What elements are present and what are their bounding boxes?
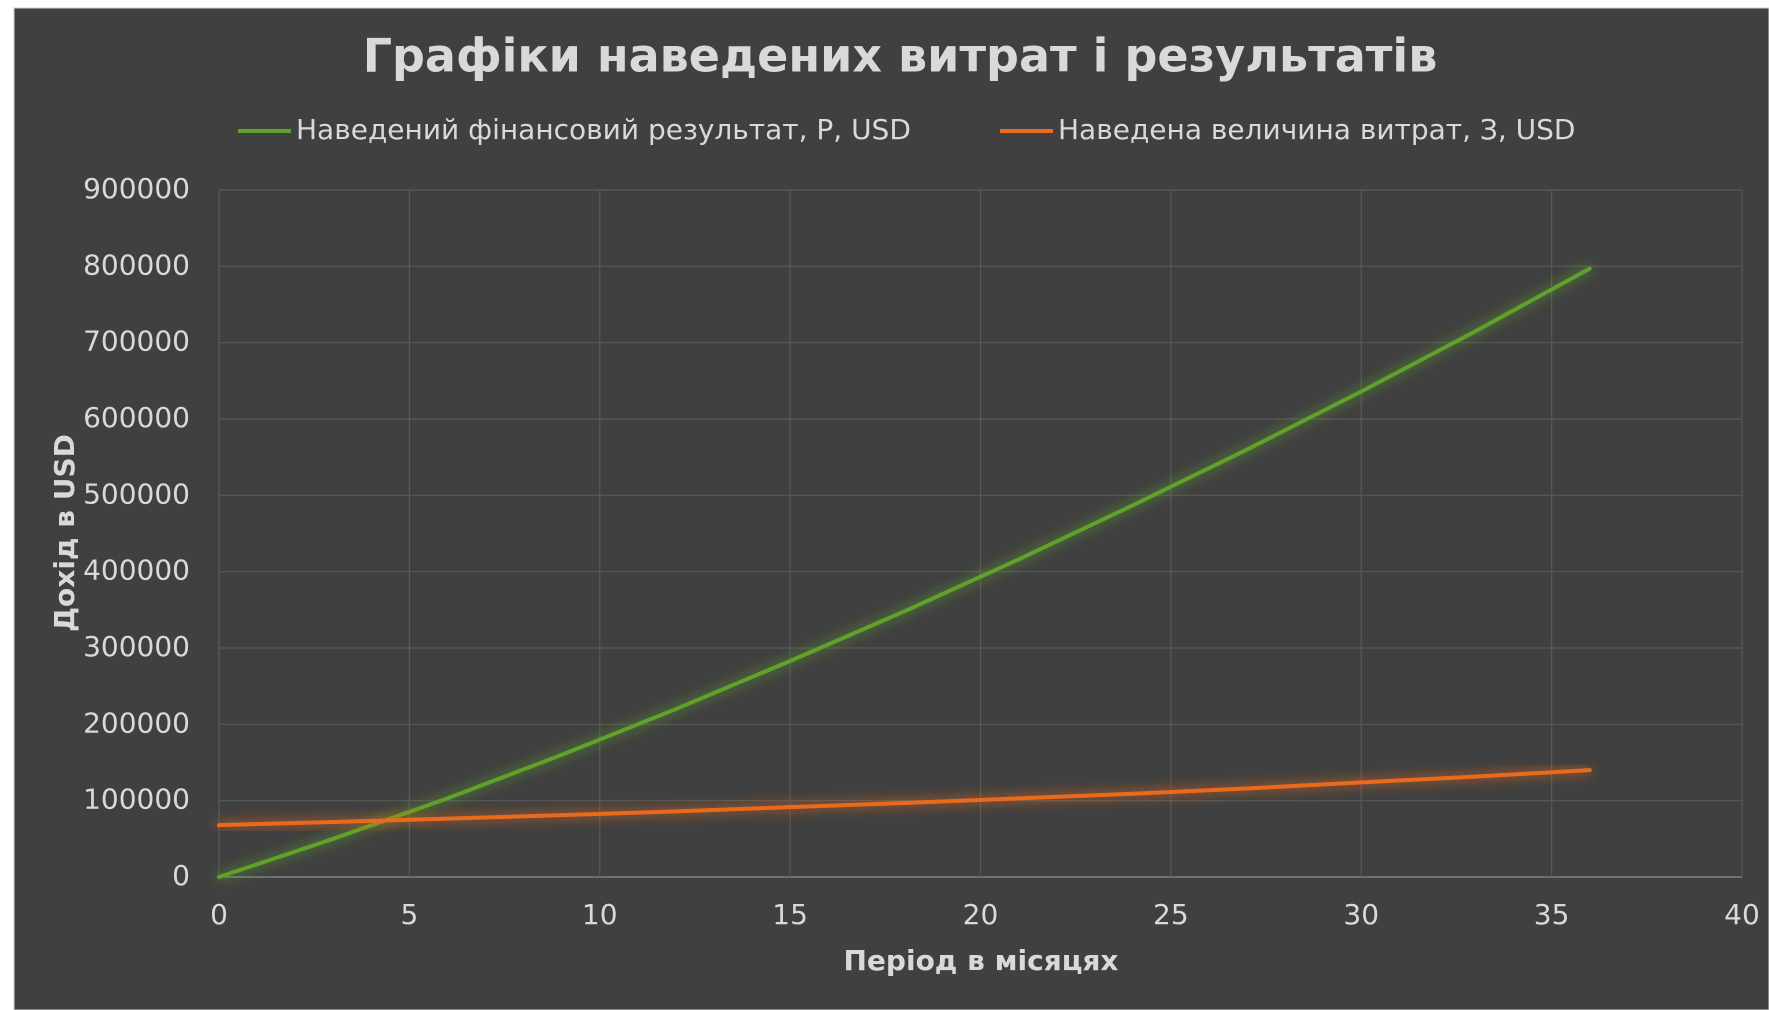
chart-background xyxy=(13,7,1769,1010)
y-tick-label: 200000 xyxy=(83,706,190,739)
x-tick-label: 30 xyxy=(1343,898,1379,931)
x-tick-label: 20 xyxy=(963,898,999,931)
x-tick-label: 35 xyxy=(1534,898,1570,931)
x-tick-label: 0 xyxy=(210,898,228,931)
y-tick-label: 800000 xyxy=(83,248,190,281)
y-tick-label: 700000 xyxy=(83,325,190,358)
legend-label: Наведений фінансовий результат, Р, USD xyxy=(296,113,911,146)
y-tick-label: 900000 xyxy=(83,172,190,205)
data-line xyxy=(217,266,1592,879)
x-tick-label: 40 xyxy=(1724,898,1760,931)
x-tick-label: 5 xyxy=(400,898,418,931)
y-tick-label: 100000 xyxy=(83,783,190,816)
chart-title: Графіки наведених витрат і результатів xyxy=(363,29,1438,83)
y-tick-label: 600000 xyxy=(83,401,190,434)
y-tick-label: 0 xyxy=(172,859,190,892)
data-line xyxy=(217,768,1592,828)
x-tick-label: 15 xyxy=(772,898,808,931)
y-tick-label: 500000 xyxy=(83,477,190,510)
x-tick-label: 25 xyxy=(1153,898,1189,931)
x-tick-label: 10 xyxy=(582,898,618,931)
y-tick-label: 300000 xyxy=(83,630,190,663)
y-axis-label: Дохід в USD xyxy=(48,434,81,632)
y-tick-label: 400000 xyxy=(83,554,190,587)
x-axis-label: Період в місяцях xyxy=(844,944,1119,977)
legend-label: Наведена величина витрат, З, USD xyxy=(1058,113,1575,146)
